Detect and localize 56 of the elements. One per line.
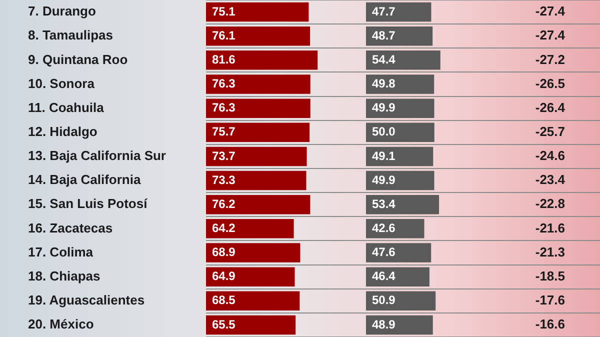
data-label: 50.0: [372, 124, 396, 139]
y-tick-label: 19. Aguascalientes: [28, 292, 145, 308]
data-label: 53.4: [372, 196, 396, 211]
data-label: 81.6: [212, 52, 236, 66]
data-label: -27.4: [535, 4, 566, 19]
data-label: 73.3: [212, 172, 236, 187]
data-label: -22.8: [535, 196, 565, 212]
data-label: 76.3: [212, 76, 236, 91]
data-label: -24.6: [535, 148, 565, 164]
data-label: 49.9: [372, 100, 396, 115]
data-label: 64.2: [212, 220, 236, 235]
data-label: -27.4: [535, 28, 566, 43]
y-tick-label: 11. Coahuila: [28, 100, 105, 115]
data-label: 42.6: [372, 220, 396, 235]
y-tick-label: 12. Hidalgo: [28, 124, 98, 139]
data-label: 65.5: [212, 317, 236, 332]
data-label: -16.6: [535, 316, 565, 332]
data-label: 49.9: [372, 172, 396, 187]
data-label: -23.4: [535, 172, 566, 188]
data-label: 64.9: [212, 269, 236, 284]
data-label: -26.5: [535, 76, 565, 91]
data-label: 46.4: [372, 269, 396, 284]
y-tick-label: 15. San Luis Potosí: [28, 196, 148, 212]
data-label: -18.5: [535, 268, 565, 284]
data-label: 48.9: [372, 317, 396, 332]
data-label: -26.4: [535, 100, 566, 115]
y-tick-label: 7. Durango: [28, 4, 96, 19]
y-tick-label: 18. Chiapas: [28, 268, 100, 284]
data-label: -21.3: [535, 244, 565, 260]
data-label: 47.7: [372, 4, 396, 18]
data-label: -27.2: [535, 52, 565, 67]
data-label: -17.6: [535, 292, 565, 308]
y-tick-label: 17. Colima: [28, 244, 94, 260]
data-label: 76.2: [212, 196, 236, 211]
y-tick-label: 9. Quintana Roo: [28, 52, 128, 67]
data-label: 68.9: [212, 245, 236, 260]
data-label: 54.4: [372, 52, 396, 66]
data-label: 68.5: [212, 293, 236, 308]
y-tick-label: 13. Baja California Sur: [28, 148, 166, 164]
y-tick-label: 20. México: [28, 316, 94, 332]
y-tick-label: 8. Tamaulipas: [28, 28, 114, 43]
data-label: 75.7: [212, 124, 236, 139]
data-label: 48.7: [372, 28, 396, 42]
data-label: 73.7: [212, 148, 236, 163]
data-label: 76.3: [212, 100, 236, 115]
y-tick-label: 14. Baja California: [28, 172, 142, 188]
data-label: 47.6: [372, 245, 396, 260]
data-label: 49.1: [372, 148, 396, 163]
data-label: 49.8: [372, 76, 396, 91]
data-label: -21.6: [535, 220, 565, 236]
y-tick-label: 10. Sonora: [28, 76, 96, 91]
data-label: -25.7: [535, 124, 565, 139]
data-label: 76.1: [212, 28, 236, 42]
data-label: 75.1: [212, 4, 236, 18]
y-tick-label: 16. Zacatecas: [28, 220, 113, 236]
data-label: 50.9: [372, 293, 396, 308]
